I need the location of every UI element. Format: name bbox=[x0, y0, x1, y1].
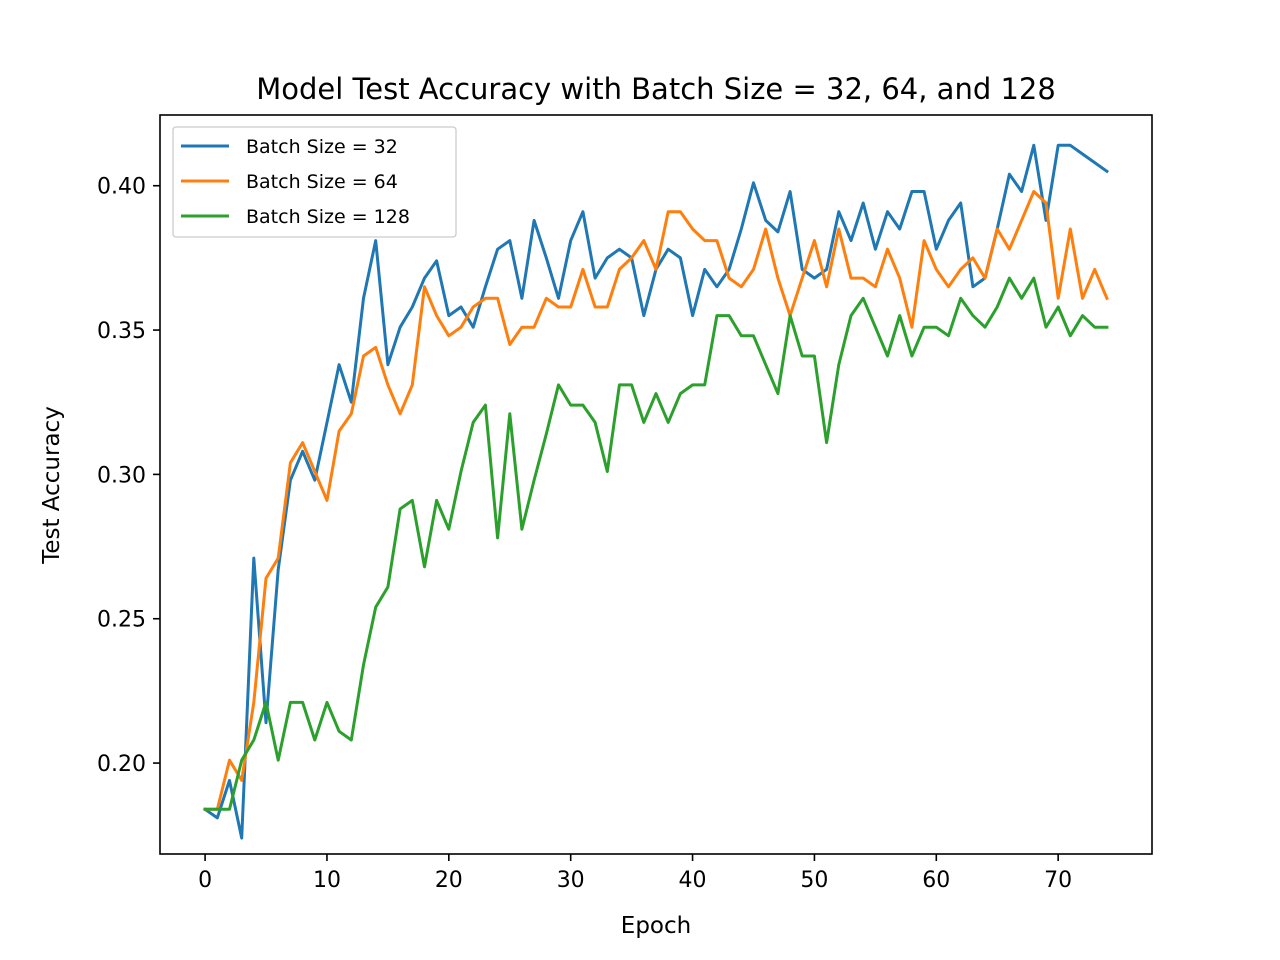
y-tick-label: 0.20 bbox=[97, 752, 146, 777]
x-tick-label: 20 bbox=[435, 868, 463, 893]
legend-label-3: Batch Size = 128 bbox=[246, 206, 410, 228]
series-line-3 bbox=[203, 276, 1109, 811]
y-tick-label: 0.35 bbox=[97, 319, 146, 344]
x-axis: 0 10 20 30 40 50 60 70 bbox=[198, 854, 1072, 893]
x-tick-label: 50 bbox=[800, 868, 828, 893]
legend-label-1: Batch Size = 32 bbox=[246, 136, 398, 158]
y-tick-label: 0.40 bbox=[97, 175, 146, 200]
legend-frame bbox=[172, 126, 457, 238]
legend-label-2: Batch Size = 64 bbox=[246, 171, 398, 193]
plot-area-frame bbox=[159, 114, 1153, 855]
y-tick-label: 0.30 bbox=[97, 463, 146, 488]
y-tick-label: 0.25 bbox=[97, 608, 146, 633]
x-tick-label: 0 bbox=[198, 868, 212, 893]
y-axis-title: Test Accuracy bbox=[39, 406, 65, 565]
x-tick-label: 40 bbox=[679, 868, 707, 893]
series-layer bbox=[203, 143, 1109, 840]
legend-entries: Batch Size = 32 Batch Size = 64 Batch Size… bbox=[181, 136, 410, 228]
chart-title: Model Test Accuracy with Batch Size = 32… bbox=[256, 72, 1056, 106]
legend: Batch Size = 32 Batch Size = 64 Batch Size… bbox=[172, 126, 457, 238]
x-tick-label: 60 bbox=[922, 868, 950, 893]
x-axis-title: Epoch bbox=[621, 913, 691, 939]
y-axis: 0.20 0.25 0.30 0.35 0.40 bbox=[97, 175, 160, 777]
x-tick-label: 30 bbox=[557, 868, 585, 893]
series-line-2 bbox=[203, 190, 1109, 811]
x-tick-label: 10 bbox=[313, 868, 341, 893]
x-tick-label: 70 bbox=[1044, 868, 1072, 893]
